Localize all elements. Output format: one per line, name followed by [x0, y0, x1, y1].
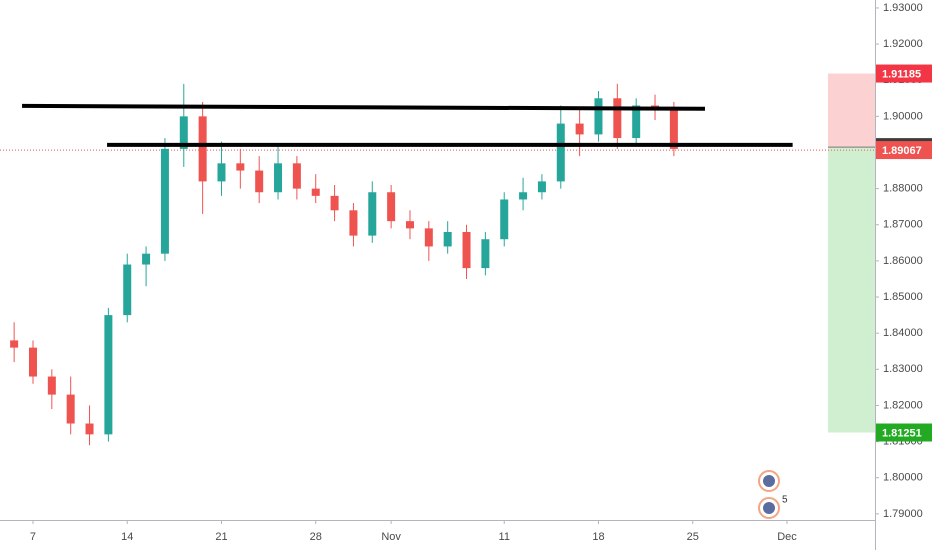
y-tick-label: 1.86000 — [883, 255, 923, 267]
x-tick-label: 18 — [592, 531, 604, 543]
y-tick-label: 1.90000 — [883, 110, 923, 122]
candle-body — [349, 210, 358, 236]
candle-body — [179, 116, 188, 149]
candle-body — [104, 315, 113, 435]
candle-body — [330, 195, 339, 211]
target-zone — [828, 73, 875, 148]
candle-body — [47, 376, 56, 395]
price-badge-label: 1.91185 — [882, 68, 921, 80]
price-badge-label: 1.89067 — [882, 145, 922, 157]
x-tick-label: 14 — [121, 531, 133, 543]
candle-body — [462, 231, 471, 269]
candle-body — [368, 192, 377, 236]
x-tick-label: 11 — [499, 531, 510, 543]
y-tick-label: 1.80000 — [883, 472, 923, 484]
x-tick-label: 25 — [687, 531, 699, 543]
candle-body — [255, 170, 264, 193]
candle-body — [217, 163, 226, 182]
candle-body — [198, 116, 207, 182]
candle-body — [613, 98, 622, 139]
candle-body — [274, 163, 283, 193]
price-badge — [876, 64, 932, 83]
candle-body — [443, 231, 452, 247]
candle-body — [594, 98, 603, 135]
candle-body — [575, 123, 584, 135]
candle-body — [500, 199, 509, 240]
stop-zone — [828, 147, 875, 433]
x-tick-label: 21 — [215, 531, 227, 543]
event-count: 5 — [782, 495, 788, 506]
price-badge — [876, 423, 932, 442]
x-tick-label: 28 — [310, 531, 322, 543]
candle-body — [10, 340, 19, 348]
candle-body — [669, 109, 678, 149]
candle-body — [424, 228, 433, 247]
candle-body — [160, 148, 169, 254]
y-tick-label: 1.85000 — [883, 291, 923, 303]
x-tick-label: 7 — [30, 531, 36, 543]
candle-body — [632, 105, 641, 139]
y-tick-label: 1.92000 — [883, 38, 923, 50]
event-flag — [763, 502, 775, 514]
candle-body — [519, 192, 528, 200]
y-tick-label: 1.87000 — [883, 219, 923, 231]
candle-body — [66, 394, 75, 424]
candle-body — [405, 221, 414, 229]
candle-body — [292, 163, 301, 189]
candle-body — [142, 253, 151, 265]
y-tick-label: 1.84000 — [883, 327, 923, 339]
candle-body — [387, 192, 396, 222]
y-tick-label: 1.88000 — [883, 183, 923, 195]
event-flag — [763, 475, 775, 487]
x-tick-label: Nov — [381, 531, 401, 543]
y-tick-label: 1.82000 — [883, 399, 923, 411]
y-tick-label: 1.83000 — [883, 363, 923, 375]
candle-body — [236, 163, 245, 171]
trend-line — [22, 103, 705, 111]
candle-body — [123, 264, 132, 316]
price-badge-label: 1.81251 — [882, 427, 922, 439]
candle-body — [311, 188, 320, 196]
y-tick-label: 1.79000 — [883, 508, 923, 520]
y-tick-label: 1.93000 — [883, 2, 923, 14]
candle-body — [556, 123, 565, 182]
candle-body — [28, 347, 37, 377]
candle-body — [85, 423, 94, 435]
candle-body — [481, 239, 490, 269]
candle-body — [537, 181, 546, 193]
x-tick-label: Dec — [777, 531, 797, 543]
price-badge — [876, 141, 932, 160]
